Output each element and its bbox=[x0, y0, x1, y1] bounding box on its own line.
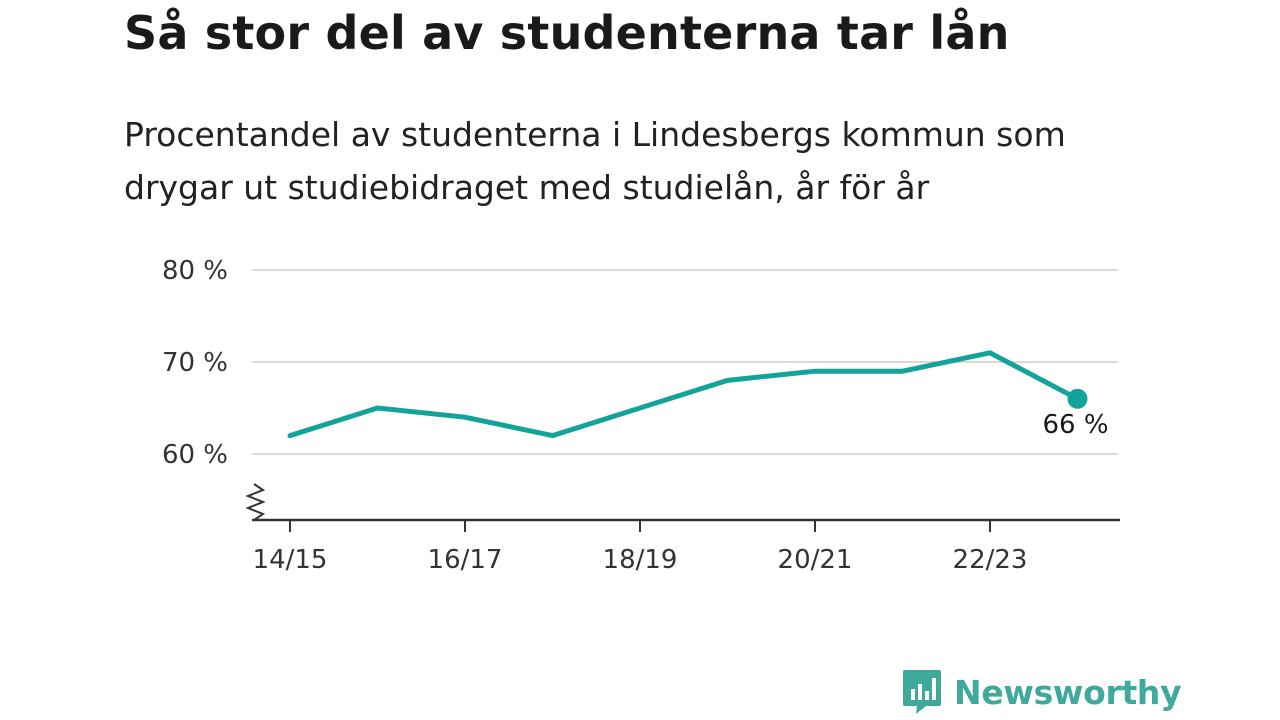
y-axis-break-icon bbox=[245, 483, 266, 521]
x-tick-label: 18/19 bbox=[603, 545, 678, 575]
x-tick-label: 14/15 bbox=[253, 545, 328, 575]
x-tick-label: 20/21 bbox=[778, 545, 853, 575]
chart-subtitle: Procentandel av studenterna i Lindesberg… bbox=[124, 115, 1066, 207]
y-axis-ticks: 60 % 70 % 80 % bbox=[162, 256, 228, 470]
y-tick-label: 80 % bbox=[162, 256, 228, 286]
brand-logo: Newsworthy bbox=[902, 668, 1182, 716]
end-data-point bbox=[1067, 388, 1088, 409]
end-value-label: 66 % bbox=[1042, 410, 1108, 440]
data-points bbox=[1067, 388, 1088, 409]
x-tick-label: 22/23 bbox=[953, 545, 1028, 575]
chart-title: Så stor del av studenterna tar lån bbox=[124, 6, 1010, 60]
brand-name: Newsworthy bbox=[954, 672, 1182, 712]
y-tick-label: 60 % bbox=[162, 440, 228, 470]
x-axis-ticks: 14/15 16/17 18/19 20/21 22/23 bbox=[253, 520, 1028, 575]
x-tick-label: 16/17 bbox=[428, 545, 503, 575]
y-tick-label: 70 % bbox=[162, 348, 228, 378]
newsworthy-bar-chart-icon bbox=[903, 670, 941, 714]
series-line bbox=[287, 350, 1080, 439]
gridlines bbox=[252, 269, 1118, 455]
